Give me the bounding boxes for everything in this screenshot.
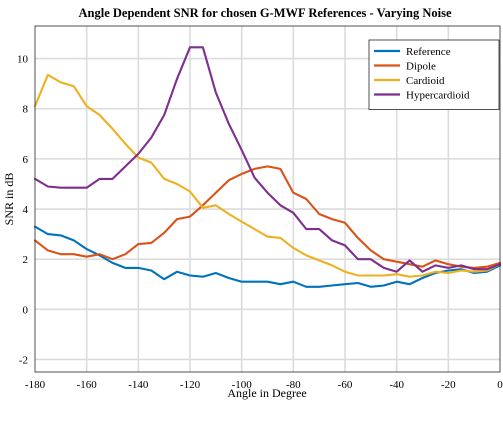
legend: Reference Dipole Cardioid Hypercardioid	[368, 39, 500, 110]
series-line-hypercardioid	[33, 46, 502, 273]
legend-label: Dipole	[406, 61, 436, 73]
series-line-cardioid	[33, 73, 502, 278]
x-tick-label: -20	[441, 379, 456, 391]
x-tick-label: -80	[286, 379, 301, 391]
legend-label: Reference	[406, 46, 451, 58]
chart-title: Angle Dependent SNR for chosen G-MWF Ref…	[79, 6, 452, 20]
y-tick-label: 2	[23, 254, 29, 266]
x-tick-label: -160	[77, 379, 98, 391]
y-tick-label: 0	[23, 304, 29, 316]
x-tick-label: -120	[180, 379, 201, 391]
y-tick-label: 4	[23, 204, 29, 216]
y-tick-label: 10	[17, 54, 29, 66]
y-axis-label: SNR in dB	[2, 173, 16, 226]
x-tick-label: -140	[128, 379, 149, 391]
x-tick-label: 0	[497, 379, 503, 391]
y-tick-label: 8	[23, 104, 29, 116]
series-line-reference	[33, 225, 502, 288]
x-axis-label: Angle in Degree	[227, 386, 306, 400]
series-line-dipole	[33, 165, 502, 269]
x-tick-label: -40	[389, 379, 404, 391]
x-tick-label: -60	[338, 379, 353, 391]
y-tick-label: 6	[23, 154, 29, 166]
tick-labels: -180 -160 -140 -120 -100 -80 -60 -40 -20 0-202468…	[17, 54, 503, 391]
x-tick-label: -180	[25, 379, 46, 391]
y-tick-label: -2	[19, 354, 28, 366]
series-layer	[33, 46, 502, 288]
x-tick-label: -100	[232, 379, 253, 391]
legend-label: Hypercardioid	[406, 90, 470, 102]
plot-frame	[34, 25, 501, 373]
legend-label: Cardioid	[406, 75, 445, 87]
